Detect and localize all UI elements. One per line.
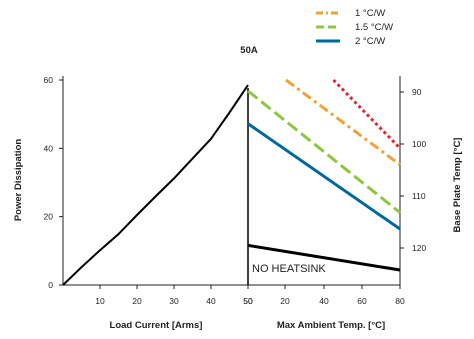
left-x-tick-label: 10	[95, 296, 105, 306]
right-y-tick-label: 110	[412, 191, 426, 201]
right-y-tick-label: 90	[412, 87, 422, 97]
left-x-tick-label: 20	[132, 296, 142, 306]
left-x-tick-label: 30	[169, 296, 179, 306]
chart-title: 50A	[240, 45, 258, 56]
right-y-ticks: 90 100 110 120	[400, 87, 426, 253]
left-x-axis-title: Load Current [Arms]	[110, 320, 203, 331]
left-x-tick-label: 50	[243, 296, 253, 306]
legend-label-1-5cw: 1.5 °C/W	[355, 22, 393, 33]
left-y-axis-title: Power Dissipation	[13, 139, 24, 222]
right-series	[247, 78, 402, 272]
right-x-ticks: 50 20 40 60 80	[243, 285, 405, 306]
derating-line-5	[247, 243, 401, 272]
left-y-tick-label: 0	[48, 280, 53, 290]
right-y-tick-label: 120	[412, 243, 426, 253]
left-y-tick-label: 40	[44, 143, 54, 153]
right-x-tick-label: 20	[280, 296, 290, 306]
derating-line-2	[247, 89, 401, 214]
right-y-tick-label: 100	[412, 139, 426, 149]
right-y-axis-title: Base Plate Temp [°C]	[452, 138, 463, 233]
left-y-tick-label: 20	[44, 212, 54, 222]
left-series	[62, 84, 249, 286]
left-y-ticks: 0 20 40 60	[44, 75, 63, 290]
right-x-tick-label: 60	[357, 296, 367, 306]
no-heatsink-label: NO HEATSINK	[252, 263, 326, 275]
left-x-ticks: 10 20 30 40 50	[95, 285, 253, 306]
right-x-tick-label: 50	[243, 296, 253, 306]
legend-label-1cw: 1 °C/W	[355, 8, 385, 19]
left-x-tick-label: 40	[206, 296, 216, 306]
right-x-axis-title: Max Ambient Temp. [°C]	[277, 320, 385, 331]
right-x-tick-label: 40	[319, 296, 329, 306]
legend: 1 °C/W 1.5 °C/W 2 °C/W	[316, 8, 393, 47]
left-y-tick-label: 60	[44, 75, 54, 85]
derating-line-3	[247, 122, 401, 231]
power-dissipation-line	[62, 84, 249, 286]
derating-line-4	[332, 78, 402, 150]
derating-line-1	[285, 78, 401, 166]
legend-label-2cw: 2 °C/W	[355, 36, 385, 47]
right-x-tick-label: 80	[395, 296, 405, 306]
axes	[62, 76, 401, 286]
